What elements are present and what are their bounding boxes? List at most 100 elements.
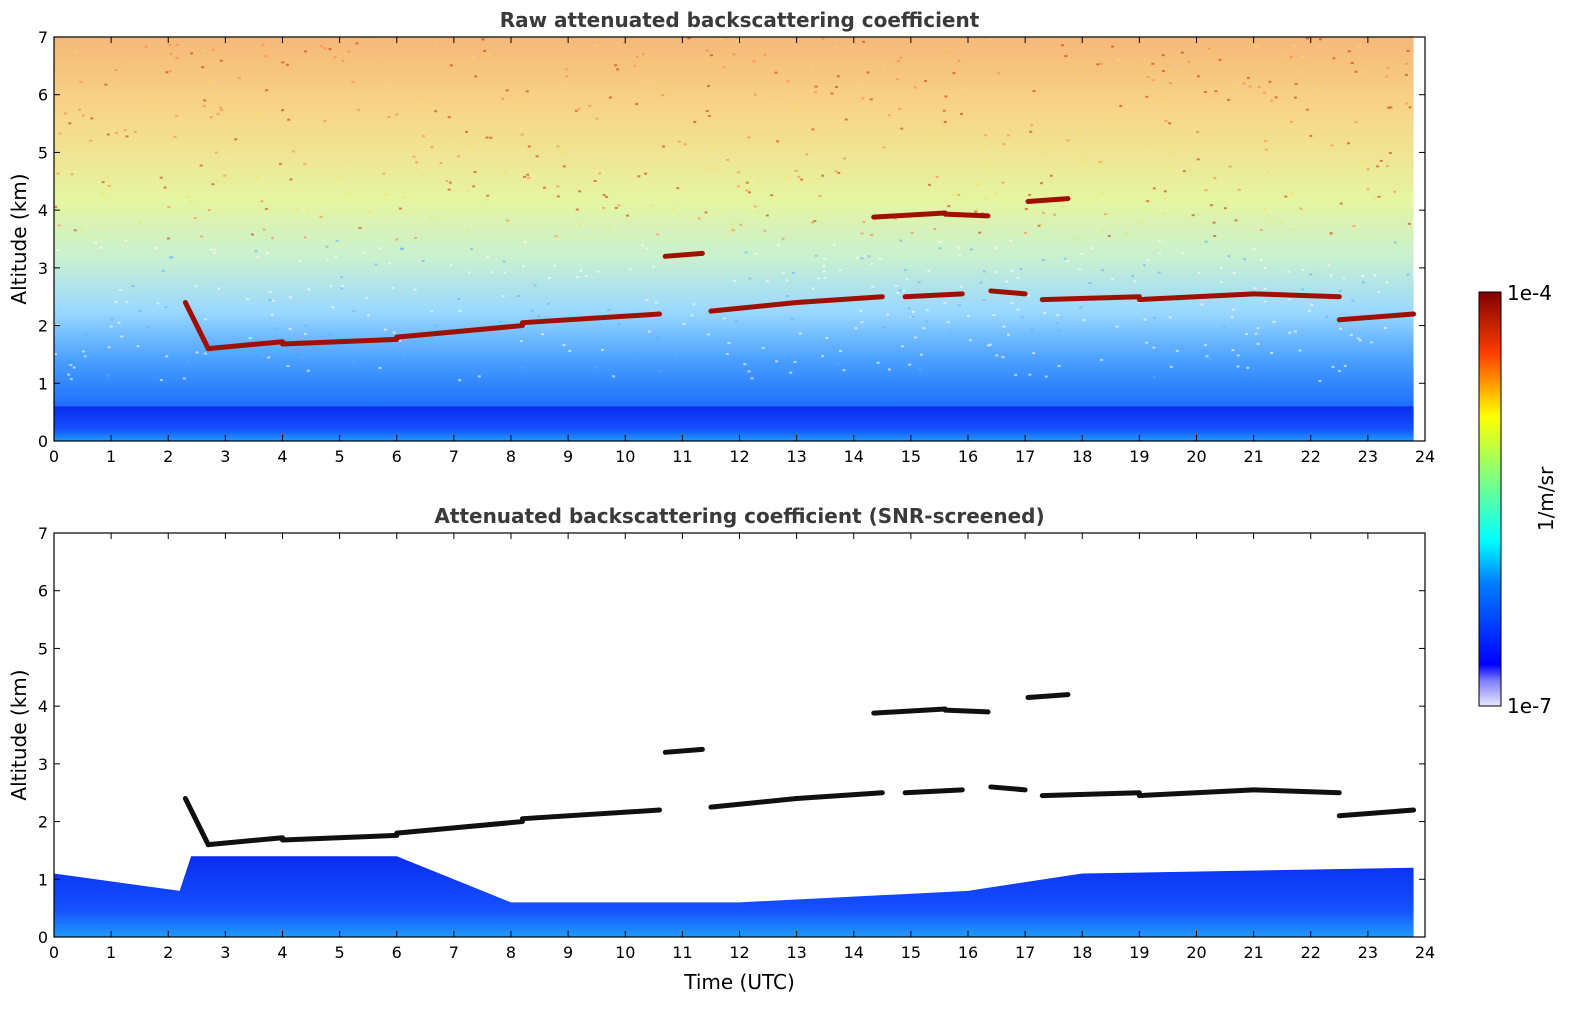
noise-speck bbox=[384, 193, 388, 196]
noise-speck bbox=[578, 223, 582, 226]
noise-speck bbox=[644, 172, 648, 175]
noise-speck bbox=[268, 299, 272, 302]
noise-speck bbox=[1191, 214, 1195, 217]
noise-speck bbox=[465, 227, 469, 230]
noise-speck bbox=[1002, 325, 1006, 328]
noise-speck bbox=[649, 204, 653, 207]
noise-speck bbox=[896, 78, 900, 81]
noise-speck bbox=[521, 265, 525, 268]
noise-speck bbox=[1027, 294, 1031, 297]
noise-speck bbox=[743, 363, 747, 366]
noise-speck bbox=[138, 221, 142, 224]
noise-speck bbox=[860, 84, 864, 87]
noise-speck bbox=[116, 126, 120, 129]
noise-speck bbox=[200, 235, 204, 238]
noise-speck bbox=[388, 262, 392, 265]
noise-speck bbox=[641, 244, 645, 247]
noise-speck bbox=[1060, 44, 1064, 47]
noise-speck bbox=[1037, 224, 1041, 227]
noise-speck bbox=[1299, 207, 1303, 210]
noise-speck bbox=[421, 174, 425, 177]
noise-speck bbox=[817, 277, 821, 280]
noise-speck bbox=[882, 326, 886, 329]
noise-speck bbox=[656, 336, 660, 339]
noise-speck bbox=[1352, 225, 1356, 228]
noise-speck bbox=[527, 145, 531, 148]
noise-speck bbox=[1387, 106, 1391, 109]
noise-speck bbox=[732, 279, 736, 282]
noise-speck bbox=[1029, 130, 1033, 133]
noise-speck bbox=[763, 53, 767, 56]
noise-speck bbox=[1109, 116, 1113, 119]
noise-speck bbox=[298, 259, 302, 262]
y-tick-label: 5 bbox=[38, 639, 48, 658]
cloud-layer bbox=[662, 250, 705, 259]
noise-speck bbox=[957, 59, 961, 62]
noise-speck bbox=[957, 246, 961, 249]
noise-speck bbox=[1052, 213, 1056, 216]
noise-speck bbox=[58, 132, 62, 135]
noise-speck bbox=[595, 117, 599, 120]
noise-speck bbox=[1393, 241, 1397, 244]
noise-speck bbox=[671, 207, 675, 210]
noise-speck bbox=[1339, 202, 1343, 205]
noise-speck bbox=[739, 223, 743, 226]
noise-speck bbox=[1263, 131, 1267, 134]
noise-speck bbox=[1379, 159, 1383, 162]
noise-speck bbox=[355, 42, 359, 45]
noise-speck bbox=[568, 349, 572, 352]
noise-speck bbox=[186, 196, 190, 199]
cloud-layer bbox=[519, 807, 663, 822]
noise-speck bbox=[1142, 264, 1146, 267]
noise-speck bbox=[761, 347, 765, 350]
noise-speck bbox=[402, 355, 406, 358]
noise-speck bbox=[1301, 56, 1305, 59]
noise-speck bbox=[731, 229, 735, 232]
noise-speck bbox=[860, 257, 864, 260]
panel-screened-title: Attenuated backscattering coefficient (S… bbox=[434, 504, 1044, 528]
noise-speck bbox=[392, 331, 396, 334]
noise-speck bbox=[1157, 240, 1161, 243]
x-tick-label: 14 bbox=[844, 943, 864, 962]
noise-speck bbox=[894, 284, 898, 287]
x-tick-label: 3 bbox=[220, 447, 230, 466]
x-tick-label: 11 bbox=[672, 943, 692, 962]
noise-speck bbox=[844, 118, 848, 121]
noise-speck bbox=[1386, 165, 1390, 168]
noise-speck bbox=[748, 277, 752, 280]
noise-speck bbox=[821, 38, 825, 41]
noise-speck bbox=[1196, 213, 1200, 216]
noise-speck bbox=[1406, 49, 1410, 52]
noise-speck bbox=[1065, 259, 1069, 262]
noise-speck bbox=[203, 352, 207, 355]
noise-speck bbox=[227, 117, 231, 120]
noise-speck bbox=[1354, 121, 1358, 124]
noise-speck bbox=[56, 172, 60, 175]
noise-speck bbox=[862, 255, 866, 258]
noise-speck bbox=[887, 368, 891, 371]
noise-speck bbox=[1016, 276, 1020, 279]
noise-speck bbox=[975, 183, 979, 186]
noise-speck bbox=[1339, 327, 1343, 330]
noise-speck bbox=[1209, 204, 1213, 207]
noise-speck bbox=[913, 336, 917, 339]
noise-speck bbox=[805, 153, 809, 156]
noise-speck bbox=[635, 55, 639, 58]
noise-speck bbox=[1232, 272, 1236, 275]
noise-speck bbox=[1343, 364, 1347, 367]
noise-speck bbox=[328, 48, 332, 51]
noise-speck bbox=[1152, 346, 1156, 349]
noise-speck bbox=[90, 117, 94, 120]
noise-speck bbox=[1376, 165, 1380, 168]
noise-speck bbox=[810, 64, 814, 67]
noise-speck bbox=[600, 348, 604, 351]
noise-speck bbox=[924, 80, 928, 83]
noise-speck bbox=[837, 171, 841, 174]
noise-speck bbox=[120, 335, 124, 338]
noise-speck bbox=[477, 375, 481, 378]
noise-speck bbox=[627, 149, 631, 152]
noise-speck bbox=[336, 177, 340, 180]
noise-speck bbox=[869, 98, 873, 101]
noise-speck bbox=[682, 322, 686, 325]
noise-speck bbox=[1347, 142, 1351, 145]
